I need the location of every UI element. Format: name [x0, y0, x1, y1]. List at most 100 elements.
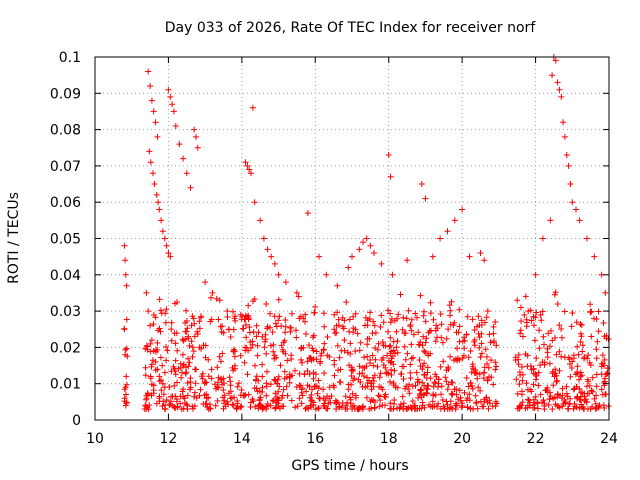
data-point: [331, 311, 338, 318]
data-point: [432, 338, 439, 345]
data-point: [224, 308, 231, 315]
data-point: [563, 152, 570, 158]
data-point: [146, 148, 153, 155]
data-point: [592, 400, 599, 407]
data-point: [421, 372, 428, 378]
x-tick-label: 12: [160, 431, 178, 447]
data-point: [194, 144, 201, 151]
data-point: [205, 356, 212, 363]
data-point: [437, 235, 444, 242]
data-point: [154, 366, 161, 373]
data-point: [259, 384, 266, 391]
data-point: [244, 162, 251, 169]
data-point: [394, 315, 401, 322]
data-point: [370, 397, 377, 404]
data-point: [514, 390, 521, 397]
data-point: [215, 384, 222, 391]
data-point: [540, 333, 547, 340]
data-point: [255, 329, 262, 336]
data-point: [361, 373, 367, 380]
data-point: [251, 385, 258, 392]
data-point: [384, 352, 391, 359]
data-point: [183, 307, 190, 314]
data-point: [196, 344, 203, 351]
data-point: [570, 386, 577, 393]
data-point: [312, 371, 319, 378]
data-point: [578, 322, 585, 329]
data-point: [161, 384, 168, 391]
data-point: [313, 348, 320, 355]
data-point: [547, 393, 554, 399]
data-point: [180, 337, 187, 344]
data-point: [451, 386, 458, 393]
data-point: [574, 363, 581, 370]
data-point: [447, 353, 454, 360]
data-point: [603, 391, 609, 398]
data-point: [484, 308, 491, 315]
data-point: [218, 358, 224, 365]
data-point: [551, 291, 558, 298]
data-point: [473, 370, 480, 377]
data-point: [385, 152, 392, 158]
data-point: [356, 363, 363, 370]
data-point: [302, 405, 309, 412]
data-point: [230, 308, 236, 315]
data-point: [296, 395, 303, 402]
data-point: [577, 338, 584, 345]
data-point: [385, 370, 392, 377]
data-point: [408, 316, 415, 323]
data-point: [181, 395, 188, 402]
data-point: [237, 352, 244, 359]
data-point: [531, 404, 538, 411]
data-point: [432, 371, 439, 378]
data-point: [412, 382, 419, 389]
data-point: [387, 342, 394, 349]
data-point: [157, 354, 164, 361]
data-point: [249, 396, 256, 403]
data-point: [601, 356, 608, 363]
data-point: [457, 394, 464, 401]
data-point: [143, 396, 150, 403]
data-point: [173, 330, 180, 337]
data-point: [163, 357, 170, 364]
data-point: [237, 311, 244, 318]
data-point: [307, 394, 313, 401]
data-point: [421, 404, 428, 411]
data-point: [163, 306, 170, 313]
data-point: [168, 319, 175, 326]
data-point: [390, 406, 397, 412]
data-point: [152, 358, 159, 365]
data-point: [177, 360, 184, 367]
data-point: [267, 324, 273, 331]
data-point: [349, 253, 355, 260]
data-point: [216, 353, 223, 360]
data-point: [422, 195, 429, 202]
data-point: [417, 292, 424, 299]
data-point: [386, 343, 393, 350]
data-point: [147, 322, 154, 329]
data-point: [188, 338, 195, 345]
data-point: [477, 250, 484, 256]
data-point: [393, 344, 400, 351]
data-point: [153, 191, 160, 198]
data-point: [231, 394, 238, 401]
data-point: [171, 404, 178, 411]
data-point: [584, 390, 591, 397]
data-point: [342, 402, 349, 409]
data-point: [480, 375, 487, 382]
data-point: [464, 313, 471, 320]
data-point: [561, 133, 568, 140]
data-point: [174, 379, 181, 386]
data-point: [220, 387, 227, 393]
data-point: [374, 363, 381, 370]
data-point: [414, 379, 421, 385]
data-point: [346, 328, 353, 335]
data-point: [474, 375, 481, 382]
data-point: [416, 341, 423, 348]
data-point: [349, 390, 356, 397]
data-point: [172, 340, 179, 347]
data-point: [253, 322, 260, 329]
data-point: [533, 373, 540, 379]
data-point: [476, 344, 483, 351]
data-point: [439, 339, 446, 346]
